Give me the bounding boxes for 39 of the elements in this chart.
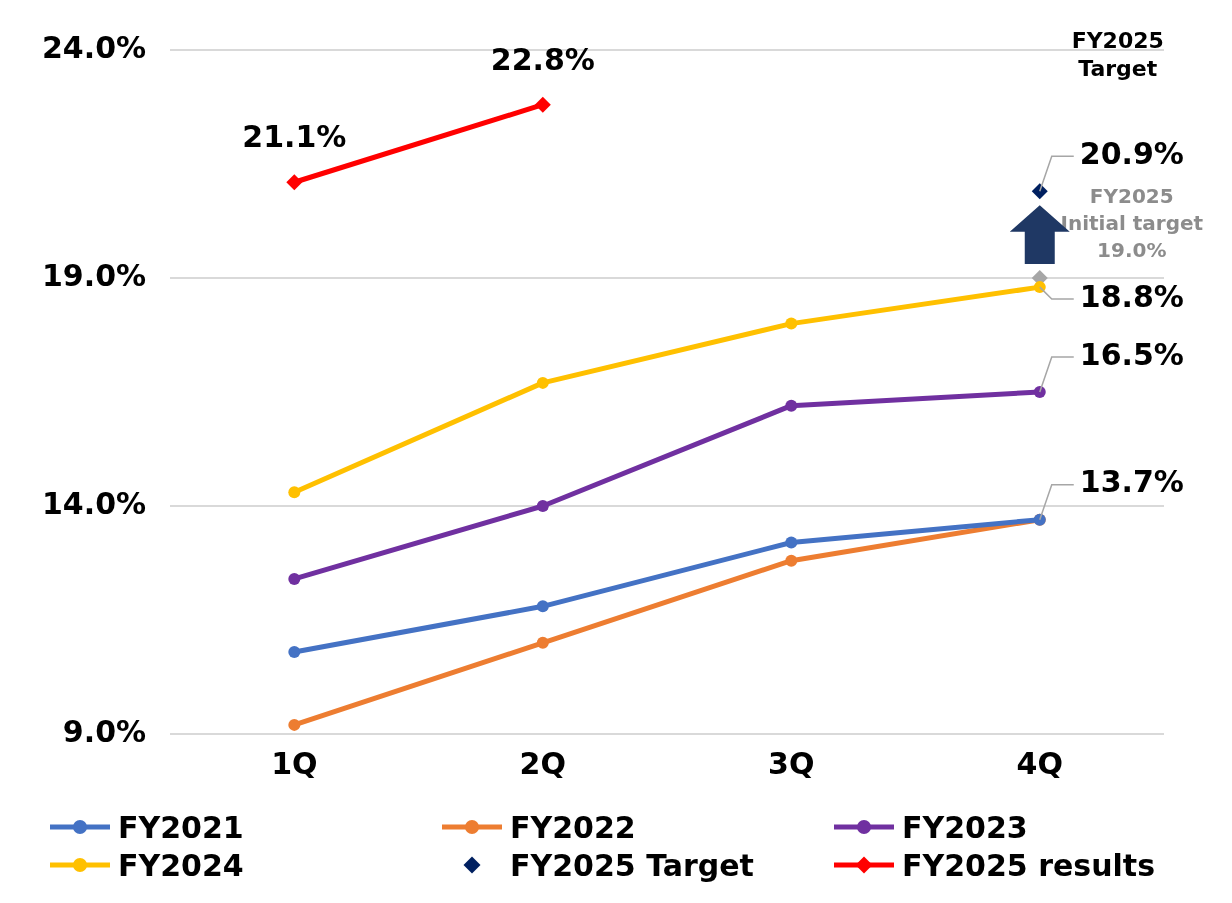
data-label: 21.1% <box>242 119 347 155</box>
legend-label: FY2023 <box>902 809 1028 845</box>
x-tick-label: 1Q <box>271 745 318 781</box>
annotation: FY2025 Target <box>1071 27 1164 81</box>
point <box>286 174 303 191</box>
point <box>288 486 301 499</box>
point <box>1033 281 1046 294</box>
point <box>288 718 301 731</box>
point <box>1033 386 1046 398</box>
data-label: 22.8% <box>490 41 595 77</box>
legend-label: FY2021 <box>118 809 244 845</box>
x-tick-label: 2Q <box>519 745 566 781</box>
legend-label: FY2024 <box>118 847 244 883</box>
data-label: 20.9% <box>1079 136 1184 172</box>
point <box>536 500 549 512</box>
point <box>536 600 549 613</box>
legend-label: FY2022 <box>510 809 636 845</box>
point <box>534 96 551 113</box>
point <box>288 645 301 658</box>
point <box>288 572 301 585</box>
legend-label: FY2025 results <box>902 847 1155 883</box>
y-tick-label: 14.0% <box>42 485 147 521</box>
point <box>536 376 549 389</box>
point <box>785 554 798 567</box>
y-tick-label: 9.0% <box>62 713 147 749</box>
point <box>785 317 798 330</box>
y-tick-label: 19.0% <box>42 257 147 293</box>
x-tick-label: 3Q <box>768 745 815 781</box>
annotation: FY2025 Initial target 19.0% <box>1060 184 1204 263</box>
data-label: 16.5% <box>1079 336 1184 372</box>
point <box>785 536 798 549</box>
data-label: 13.7% <box>1079 464 1184 500</box>
y-tick-label: 24.0% <box>42 29 147 65</box>
point <box>1031 183 1048 200</box>
x-tick-label: 4Q <box>1016 745 1063 781</box>
data-label: 18.8% <box>1079 278 1184 314</box>
point <box>785 399 798 412</box>
legend-label: FY2025 Target <box>510 847 754 883</box>
point <box>536 636 549 649</box>
